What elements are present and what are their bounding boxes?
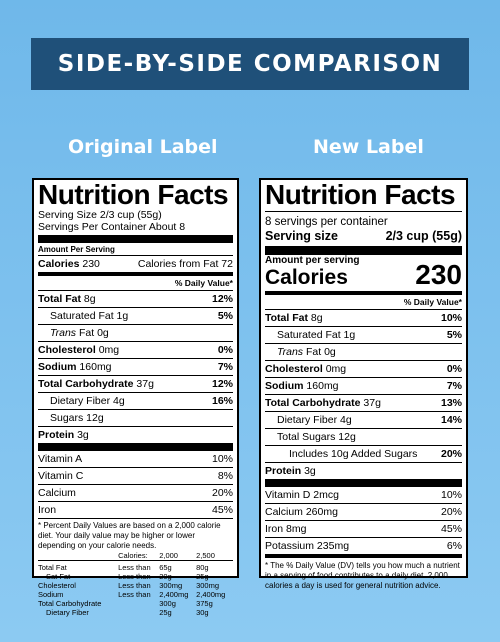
reference-row: Sat Fat Less than 20g 25g [46,571,209,581]
reference-row: Total Carbohydrate 300g 375g [38,598,213,608]
new-nutrition-label: Nutrition Facts 8 servings per container… [259,178,468,590]
vitamin-row: Iron 8mg 45% [265,520,462,537]
nutrient-row: Protein 3g [38,426,233,443]
nutrient-row: Total Carbohydrate 37g 13% [265,394,462,411]
nutrient-row: Sugars 12g [38,409,233,426]
vitamin-row: Calcium 260mg 20% [265,503,462,520]
serving-size: Serving size 2/3 cup (55g) [265,229,462,243]
servings-per-container: Servings Per Container About 8 [38,221,186,233]
nutrient-row: Dietary Fiber 4g 16% [38,392,233,409]
calories-row: Calories 230 Calories from Fat 72 [38,255,233,272]
nutrient-row: Total Sugars 12g [265,428,462,445]
nutrient-row: Total Carbohydrate 37g 12% [38,375,233,392]
nutrient-row: Saturated Fat 1g 5% [265,326,462,343]
footnote: * Percent Daily Values are based on a 2,… [38,518,233,551]
nutrient-row: Sodium 160mg 7% [265,377,462,394]
nutrition-facts-title: Nutrition Facts [265,181,462,212]
vitamin-row: Iron 45% [38,501,233,518]
vitamin-row: Vitamin A 10% [38,452,233,465]
calories-row: Amount per serving Calories 230 [265,255,462,290]
nutrient-row: Total Fat 8g 10% [265,309,462,326]
page-banner: SIDE-BY-SIDE COMPARISON [31,38,469,90]
nutrient-row: Cholesterol 0mg 0% [265,360,462,377]
nutrient-row: Trans Fat 0g [38,324,233,341]
nutrition-facts-title: Nutrition Facts [38,179,229,210]
nutrient-row: Dietary Fiber 4g 14% [265,411,462,428]
amount-per-serving: Amount Per Serving [38,245,115,254]
vitamin-row: Vitamin C 8% [38,467,233,484]
daily-value-header: % Daily Value* [174,278,233,288]
reference-row: Cholesterol Less than 300mg 300mg [38,580,220,590]
reference-row: Sodium Less than 2,400mg 2,400mg [38,589,226,599]
original-label-heading: Original Label [68,136,218,158]
nutrient-row: Saturated Fat 1g 5% [38,307,233,324]
new-label-heading: New Label [313,136,424,158]
nutrient-row: Sodium 160mg 7% [38,358,233,375]
reference-row: Total Fat Less than 65g 80g [38,562,209,572]
original-nutrition-label: Nutrition Facts Serving Size 2/3 cup (55… [32,178,239,617]
nutrient-row: Total Fat 8g 12% [38,290,233,307]
nutrient-row: Trans Fat 0g [265,343,462,360]
vitamin-row: Calcium 20% [38,484,233,501]
vitamin-row: Vitamin D 2mcg 10% [265,488,462,501]
nutrient-row: Protein 3g [265,462,462,479]
servings-per-container: 8 servings per container [265,216,388,228]
nutrient-row: Cholesterol 0mg 0% [38,341,233,358]
reference-row: Dietary Fiber 25g 30g [46,607,209,617]
vitamin-row: Potassium 235mg 6% [265,537,462,554]
reference-table: Calories: 2,000 2,500 Total Fat Less than 65… [38,551,233,617]
daily-value-header: % Daily Value* [403,297,462,307]
serving-size: Serving Size 2/3 cup (55g) [38,209,162,221]
nutrient-row: Includes 10g Added Sugars 20% [265,445,462,462]
footnote: * The % Daily Value (DV) tells you how m… [265,561,460,590]
